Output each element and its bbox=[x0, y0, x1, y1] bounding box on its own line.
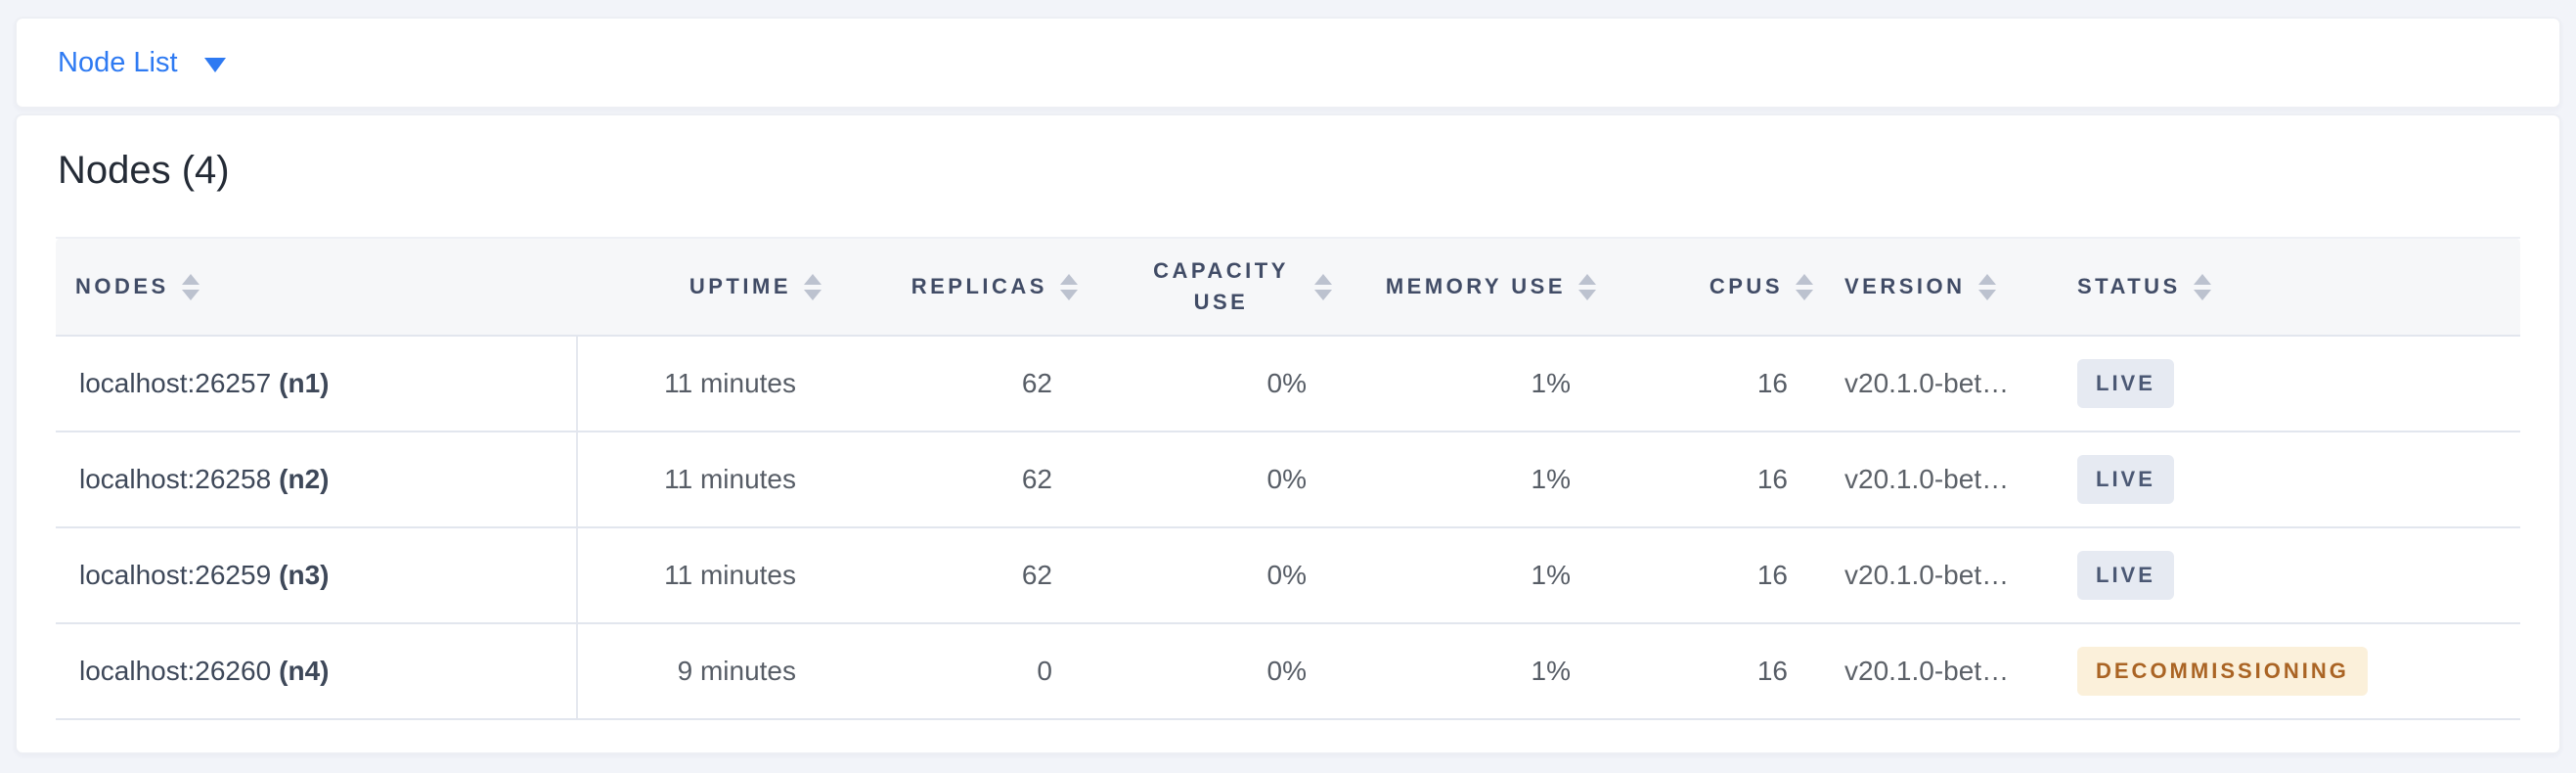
memory-use-cell: 1% bbox=[1340, 432, 1604, 528]
version-cell: v20.1.0-bet… bbox=[1821, 336, 2054, 432]
cpus-cell: 16 bbox=[1604, 527, 1821, 624]
uptime-cell: 11 minutes bbox=[577, 336, 829, 432]
node-name-cell[interactable]: localhost:26257 (n1) bbox=[56, 336, 578, 432]
sort-arrows-icon[interactable] bbox=[804, 273, 822, 300]
cpus-cell: 16 bbox=[1604, 623, 1821, 720]
node-address: localhost:26258 bbox=[79, 464, 272, 494]
replicas-cell: 62 bbox=[829, 336, 1086, 432]
node-name-cell[interactable]: localhost:26258 (n2) bbox=[56, 432, 578, 528]
uptime-cell: 11 minutes bbox=[577, 527, 829, 624]
sort-arrows-icon[interactable] bbox=[2193, 273, 2211, 300]
node-id: (n1) bbox=[279, 368, 330, 398]
node-address: localhost:26260 bbox=[79, 656, 272, 686]
sort-arrows-icon[interactable] bbox=[1796, 273, 1813, 300]
table-row: localhost:26258 (n2) 11 minutes 62 0% 1% … bbox=[56, 432, 2520, 528]
column-header-capacity-use[interactable]: Capacity Use bbox=[1086, 237, 1340, 337]
node-address: localhost:26257 bbox=[79, 368, 272, 398]
cpus-cell: 16 bbox=[1604, 432, 1821, 528]
status-cell: LIVE bbox=[2054, 432, 2520, 528]
sort-arrows-icon[interactable] bbox=[1060, 273, 1078, 300]
replicas-cell: 0 bbox=[829, 623, 1086, 720]
node-name-cell[interactable]: localhost:26259 (n3) bbox=[56, 527, 578, 624]
page: Node List Nodes (4) Nodes bbox=[15, 17, 2561, 754]
column-header-nodes[interactable]: Nodes bbox=[56, 237, 577, 337]
page-title: Nodes (4) bbox=[58, 149, 230, 192]
uptime-cell: 9 minutes bbox=[577, 623, 829, 720]
version-cell: v20.1.0-bet… bbox=[1821, 623, 2054, 720]
sort-arrows-icon[interactable] bbox=[181, 273, 200, 300]
column-header-status[interactable]: Status bbox=[2054, 237, 2520, 337]
status-cell: LIVE bbox=[2054, 527, 2520, 624]
status-badge: LIVE bbox=[2077, 455, 2174, 504]
uptime-cell: 11 minutes bbox=[577, 432, 829, 528]
cpus-cell: 16 bbox=[1604, 336, 1821, 432]
table-header-row: Nodes Uptime Replicas bbox=[56, 237, 2520, 337]
sort-arrows-icon[interactable] bbox=[1314, 273, 1332, 300]
caret-down-icon bbox=[203, 57, 226, 72]
memory-use-cell: 1% bbox=[1340, 623, 1604, 720]
status-cell: LIVE bbox=[2054, 336, 2520, 432]
memory-use-cell: 1% bbox=[1340, 527, 1604, 624]
view-selector-bar: Node List bbox=[15, 17, 2561, 109]
sort-arrows-icon[interactable] bbox=[1578, 273, 1596, 300]
node-id: (n2) bbox=[279, 464, 330, 494]
memory-use-cell: 1% bbox=[1340, 336, 1604, 432]
node-id: (n3) bbox=[279, 560, 330, 590]
sort-arrows-icon[interactable] bbox=[1977, 273, 1996, 300]
table-row: localhost:26259 (n3) 11 minutes 62 0% 1% … bbox=[56, 527, 2520, 624]
column-header-replicas[interactable]: Replicas bbox=[829, 237, 1086, 337]
capacity-use-cell: 0% bbox=[1086, 432, 1340, 528]
capacity-use-cell: 0% bbox=[1086, 527, 1340, 624]
capacity-use-cell: 0% bbox=[1086, 336, 1340, 432]
node-address: localhost:26259 bbox=[79, 560, 272, 590]
status-badge: DECOMMISSIONING bbox=[2077, 647, 2368, 696]
column-header-cpus[interactable]: CPUs bbox=[1604, 237, 1821, 337]
status-badge: LIVE bbox=[2077, 551, 2174, 600]
nodes-table: Nodes Uptime Replicas bbox=[56, 237, 2520, 720]
table-row: localhost:26260 (n4) 9 minutes 0 0% 1% 16… bbox=[56, 623, 2520, 720]
node-id: (n4) bbox=[279, 656, 330, 686]
status-badge: LIVE bbox=[2077, 359, 2174, 408]
view-selector-label: Node List bbox=[58, 46, 178, 78]
nodes-card: Nodes (4) Nodes Uptime bbox=[15, 114, 2561, 754]
node-name-cell[interactable]: localhost:26260 (n4) bbox=[56, 623, 578, 720]
version-cell: v20.1.0-bet… bbox=[1821, 527, 2054, 624]
table-row: localhost:26257 (n1) 11 minutes 62 0% 1% … bbox=[56, 336, 2520, 432]
capacity-use-cell: 0% bbox=[1086, 623, 1340, 720]
column-header-uptime[interactable]: Uptime bbox=[577, 237, 829, 337]
view-selector-dropdown[interactable]: Node List bbox=[58, 47, 226, 79]
column-header-version[interactable]: Version bbox=[1821, 237, 2054, 337]
status-cell: DECOMMISSIONING bbox=[2054, 623, 2520, 720]
column-header-memory-use[interactable]: Memory Use bbox=[1340, 237, 1604, 337]
replicas-cell: 62 bbox=[829, 432, 1086, 528]
version-cell: v20.1.0-bet… bbox=[1821, 432, 2054, 528]
replicas-cell: 62 bbox=[829, 527, 1086, 624]
